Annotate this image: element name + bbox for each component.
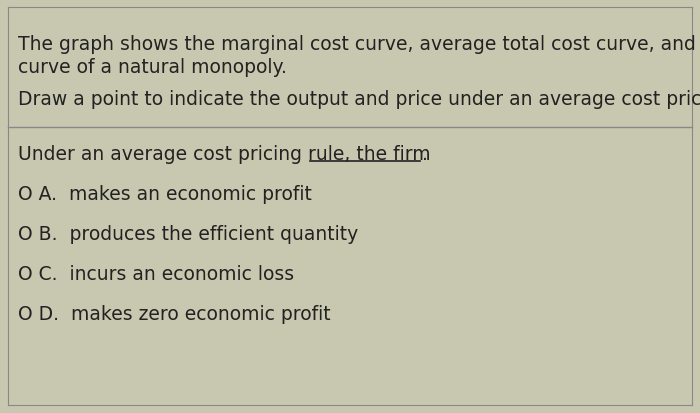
Text: O A.  makes an economic profit: O A. makes an economic profit <box>18 185 312 204</box>
Text: Under an average cost pricing rule, the firm: Under an average cost pricing rule, the … <box>18 145 430 164</box>
Text: .: . <box>422 145 428 164</box>
Text: O D.  makes zero economic profit: O D. makes zero economic profit <box>18 304 330 323</box>
Text: O C.  incurs an economic loss: O C. incurs an economic loss <box>18 264 294 283</box>
Text: O B.  produces the efficient quantity: O B. produces the efficient quantity <box>18 224 358 243</box>
Text: The graph shows the marginal cost curve, average total cost curve, and demand: The graph shows the marginal cost curve,… <box>18 35 700 54</box>
Text: Draw a point to indicate the output and price under an average cost pricing rule: Draw a point to indicate the output and … <box>18 90 700 109</box>
Text: curve of a natural monopoly.: curve of a natural monopoly. <box>18 58 287 77</box>
